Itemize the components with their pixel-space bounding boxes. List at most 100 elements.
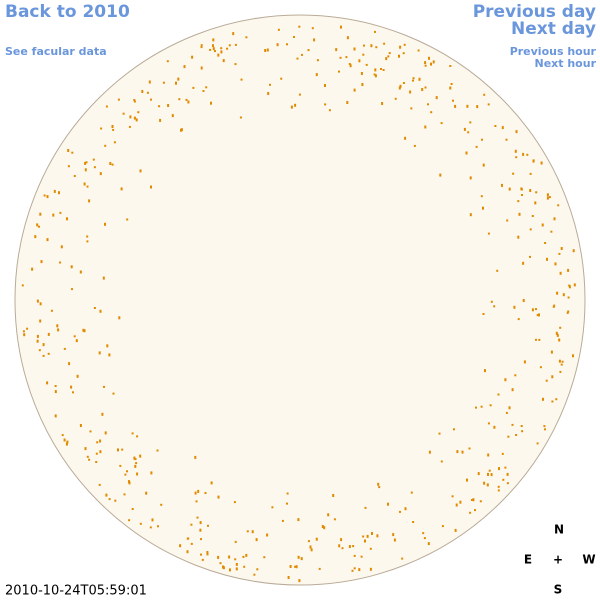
facula-dot [233,501,236,504]
facula-dot [84,447,87,451]
facula-dot [89,430,92,433]
facula-dot [365,63,368,66]
facula-dot [133,100,136,103]
facula-dot [511,388,514,392]
facula-dot [550,230,553,233]
facula-dot [560,363,563,366]
facula-dot [192,86,195,89]
facula-dot [157,525,159,528]
facula-dot [546,257,548,261]
facula-dot [185,98,188,101]
facula-dot [112,128,115,131]
facula-dot [207,524,209,527]
facula-dot [504,378,507,382]
facular-link[interactable]: See facular data [5,45,107,58]
facula-dot [540,161,543,165]
facula-dot [59,261,62,264]
facula-dot [135,118,138,122]
facula-dot [380,68,382,70]
facula-dot [166,60,169,63]
facula-dot [559,326,562,329]
facula-dot [289,565,292,568]
facula-dot [105,493,108,497]
back-link[interactable]: Back to 2010 [5,2,130,22]
facula-dot [324,84,326,87]
facula-dot [535,191,538,194]
facula-dot [263,556,266,559]
facula-dot [239,116,242,119]
facula-dot [128,519,131,522]
facula-dot [191,55,194,59]
previous-day-link[interactable]: Previous day [473,2,596,22]
facula-dot [362,53,365,56]
previous-hour-link[interactable]: Previous hour [510,45,597,58]
facula-dot [476,105,479,109]
facula-dot [190,523,193,526]
facula-dot [353,554,356,557]
facula-dot [84,161,87,165]
facula-dot [466,104,469,108]
next-day-link[interactable]: Next day [511,19,596,39]
facula-dot [73,175,76,177]
facula-dot [335,48,338,52]
facula-dot [65,442,68,446]
facula-dot [515,434,518,436]
facula-dot [269,83,271,86]
facula-dot [54,390,57,394]
facula-dot [412,77,415,80]
facula-dot [345,56,348,59]
facula-dot [245,36,248,39]
facula-dot [39,319,42,323]
facula-dot [477,472,480,476]
facula-dot [123,493,126,496]
facula-dot [175,81,177,85]
facula-dot [149,526,152,529]
facula-dot [410,107,413,110]
facula-dot [167,104,170,107]
next-hour-link[interactable]: Next hour [535,57,597,70]
facula-dot [382,69,385,71]
facula-dot [23,333,26,337]
facula-dot [522,152,525,156]
facula-dot [36,299,39,303]
facula-dot [402,82,405,84]
facula-dot [190,542,193,545]
facula-dot [235,562,238,566]
facula-dot [399,510,401,513]
facula-dot [536,442,539,445]
facula-dot [296,57,299,60]
facula-dot [297,555,300,559]
facula-dot [178,98,181,101]
facula-dot [266,533,269,537]
facula-dot [346,101,349,104]
facula-dot [385,57,388,61]
facula-dot [522,299,525,302]
facula-dot [481,138,483,141]
facula-dot [378,486,381,489]
facula-dot [39,302,42,306]
facula-dot [363,44,365,47]
facula-dot [70,385,73,389]
facula-dot [456,450,459,454]
facula-dot [358,59,361,63]
facula-dot [114,499,117,502]
facula-dot [95,461,98,463]
facula-dot [52,213,55,217]
facula-dot [301,53,303,56]
facula-dot [171,114,174,118]
facula-dot [517,318,520,321]
facula-dot [487,103,490,106]
facula-dot [219,562,222,565]
facula-dot [424,64,427,67]
facula-dot [421,88,424,91]
facula-dot [133,456,136,460]
facula-dot [506,482,509,485]
facula-dot [76,374,79,378]
facula-dot [432,60,435,64]
facula-dot [529,255,531,258]
facula-dot [315,537,318,541]
solar-disk [14,14,586,586]
facula-dot [256,568,259,571]
facula-dot [222,565,224,569]
